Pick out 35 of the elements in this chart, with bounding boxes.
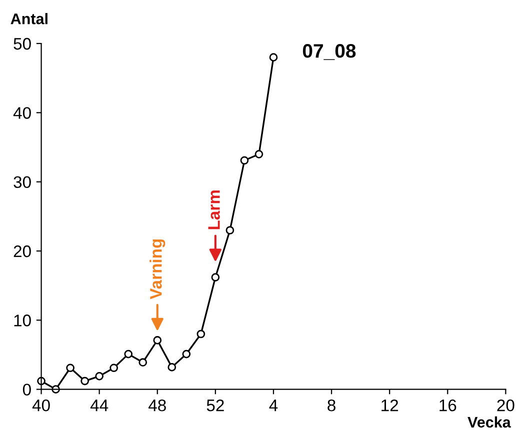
point: [168, 363, 176, 372]
y-tick-label: 40: [13, 107, 31, 119]
point: [196, 330, 206, 338]
x-tick-label: 44: [90, 400, 108, 412]
point: [124, 350, 133, 358]
point: [138, 358, 148, 367]
chart-title: 07_08: [302, 44, 356, 60]
x-tick-label: 52: [206, 399, 224, 412]
x-tick-label: 48: [148, 399, 166, 412]
point: [153, 336, 162, 344]
point: [182, 350, 191, 358]
point: [80, 376, 89, 386]
annotation: Varning: [150, 239, 166, 300]
annotation: Larm: [208, 190, 220, 230]
point: [110, 364, 118, 372]
point: [269, 53, 278, 62]
x-tick-label: 20: [497, 399, 514, 412]
x-tick-label: 4: [269, 400, 278, 412]
x-axis-title: Vecka: [468, 416, 511, 428]
point: [240, 156, 249, 165]
x-tick-label: 40: [32, 399, 50, 412]
y-axis-title: Antal: [10, 13, 48, 24]
point: [95, 372, 104, 380]
x-tick-label: 16: [440, 399, 456, 412]
y-tick-label: 0: [22, 384, 31, 396]
x-tick-label: 8: [328, 399, 336, 412]
y-tick-label: 30: [14, 176, 31, 188]
point: [254, 150, 264, 158]
y-tick-label: 10: [14, 314, 31, 326]
x-tick-label: 12: [382, 399, 398, 412]
point: [226, 226, 234, 234]
y-tick-label: 50: [14, 38, 31, 50]
point: [66, 364, 74, 372]
y-tick-label: 20: [14, 245, 31, 258]
point: [211, 273, 220, 282]
